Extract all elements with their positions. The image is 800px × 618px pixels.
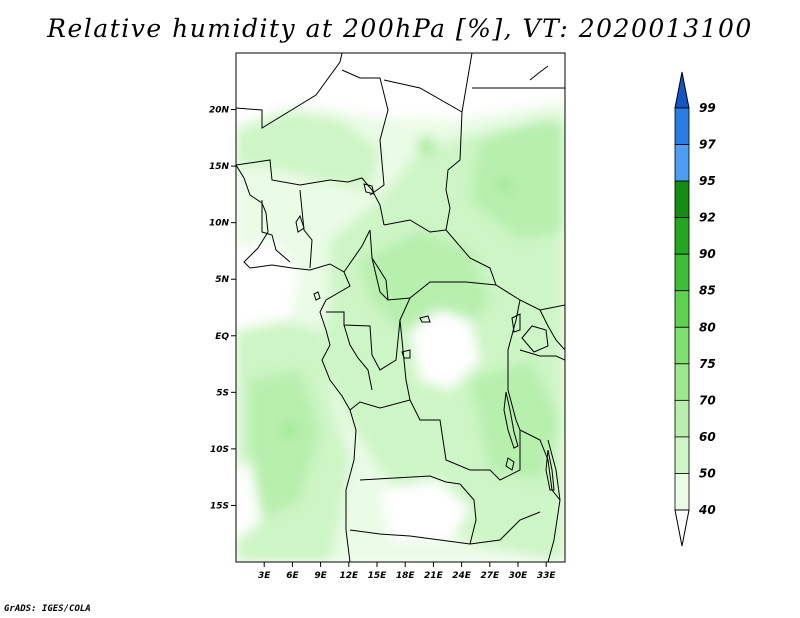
colorbar-segment <box>674 363 690 401</box>
border-n5 <box>445 111 497 286</box>
lon-tick-label: 9E <box>314 571 327 581</box>
lat-tick-label: 10N <box>209 219 230 229</box>
rh-spot-70-b <box>498 178 512 192</box>
border-c6 <box>343 324 373 391</box>
colorbar-segment <box>674 107 690 145</box>
border-d3 <box>507 299 561 501</box>
colorbar-segment <box>674 399 690 438</box>
lat-tick-label: 5N <box>215 275 229 285</box>
colorbar-segment <box>674 326 690 365</box>
lake-volta <box>295 214 305 233</box>
border-c1 <box>383 219 447 233</box>
colorbar-label: 70 <box>699 393 716 407</box>
border-c5 <box>326 297 411 371</box>
colorbar-segment <box>674 473 690 511</box>
colorbar-segment <box>674 436 690 474</box>
border-e1 <box>539 309 565 351</box>
colorbar-label: 50 <box>699 466 716 480</box>
border-n3 <box>383 53 473 113</box>
rh-dry-sw <box>236 460 262 540</box>
rh-region-60-d <box>470 360 560 480</box>
border-ne <box>529 65 549 81</box>
border-c2 <box>369 229 565 311</box>
colorbar-segment <box>674 217 690 255</box>
lake-kivu <box>419 315 431 323</box>
border-n2 <box>341 69 389 196</box>
longitude-ticks: 3E 6E 9E 12E 15E 18E 21E 24E 27E 30E 33E <box>258 562 556 581</box>
grads-credit: GrADS: IGES/COLA <box>4 604 91 614</box>
colorbar-label: 99 <box>699 101 716 115</box>
lon-tick-label: 15E <box>368 571 388 581</box>
lake-mai <box>401 349 411 359</box>
border-c4 <box>371 257 389 301</box>
lon-tick-label: 27E <box>480 571 500 581</box>
lake-tanganyika <box>503 391 519 449</box>
colorbar-segment <box>674 180 690 219</box>
colorbar-segment <box>674 253 690 292</box>
border-e2 <box>519 349 565 361</box>
colorbar-label: 85 <box>699 284 716 298</box>
border-e3 <box>547 439 561 562</box>
colorbar-label: 90 <box>699 247 716 261</box>
lat-tick-label: 5S <box>216 388 229 398</box>
lon-tick-label: 3E <box>258 571 271 581</box>
lon-tick-label: 18E <box>396 571 416 581</box>
border-c3 <box>343 229 371 273</box>
rh-region-60-c <box>250 370 320 520</box>
lake-bangweulu <box>505 457 515 471</box>
lat-tick-label: 20N <box>209 106 230 116</box>
map-title: Relative humidity at 200hPa [%], VT: 202… <box>47 14 753 43</box>
rh-dry-south <box>380 480 470 540</box>
map-frame <box>235 52 566 563</box>
border-n6 <box>236 159 385 226</box>
colorbar-label: 92 <box>699 211 716 225</box>
lat-tick-label: 15S <box>210 501 229 511</box>
lon-tick-label: 33E <box>537 571 557 581</box>
border-d2 <box>409 399 521 481</box>
rh-region-60-b <box>470 120 565 240</box>
colorbar-segment <box>674 290 690 328</box>
rh-spot-70-c <box>283 423 297 437</box>
lake-chad <box>363 183 375 195</box>
colorbar-label: 97 <box>699 138 716 152</box>
lon-tick-label: 12E <box>339 571 359 581</box>
colorbar-label: 75 <box>699 357 716 371</box>
border-d1 <box>349 319 411 411</box>
border-s2 <box>349 511 541 545</box>
lake-albert <box>511 313 521 333</box>
border-s1 <box>359 475 461 485</box>
rh-region-60-a <box>360 230 490 340</box>
coastline-west <box>236 164 357 562</box>
colorbar-bottom-arrow <box>674 509 690 547</box>
rh-spot-70-a <box>418 137 434 153</box>
lat-tick-label: 15N <box>209 162 230 172</box>
colorbar-segment <box>674 144 690 182</box>
lat-tick-label: EQ <box>215 332 229 342</box>
lon-tick-label: 30E <box>509 571 529 581</box>
lake-malawi <box>545 449 555 491</box>
lon-tick-label: 21E <box>424 571 444 581</box>
latitude-ticks: 20N 15N 10N 5N EQ 5S 10S 15S <box>209 106 236 511</box>
country-borders <box>236 53 565 562</box>
colorbar-label: 60 <box>699 430 716 444</box>
colorbar-label: 80 <box>699 320 716 334</box>
border-n1 <box>236 53 343 129</box>
border-s3 <box>459 483 477 545</box>
rh-dry-west <box>236 240 300 330</box>
colorbar-top-arrow <box>674 71 690 109</box>
lat-tick-label: 10S <box>210 445 229 455</box>
colorbar-label: 95 <box>699 174 716 188</box>
lon-tick-label: 6E <box>286 571 299 581</box>
border-n7 <box>261 200 291 263</box>
lon-tick-label: 24E <box>452 571 472 581</box>
lake-victoria <box>521 325 549 353</box>
humidity-field <box>236 100 565 562</box>
colorbar-label: 40 <box>698 503 716 517</box>
colorbar: 99 97 95 92 90 85 80 75 70 60 50 40 <box>674 71 716 547</box>
rh-dry-central <box>410 310 480 390</box>
border-n8 <box>299 189 313 269</box>
bioko-island <box>313 291 321 301</box>
rh-region-50-north <box>236 112 380 190</box>
